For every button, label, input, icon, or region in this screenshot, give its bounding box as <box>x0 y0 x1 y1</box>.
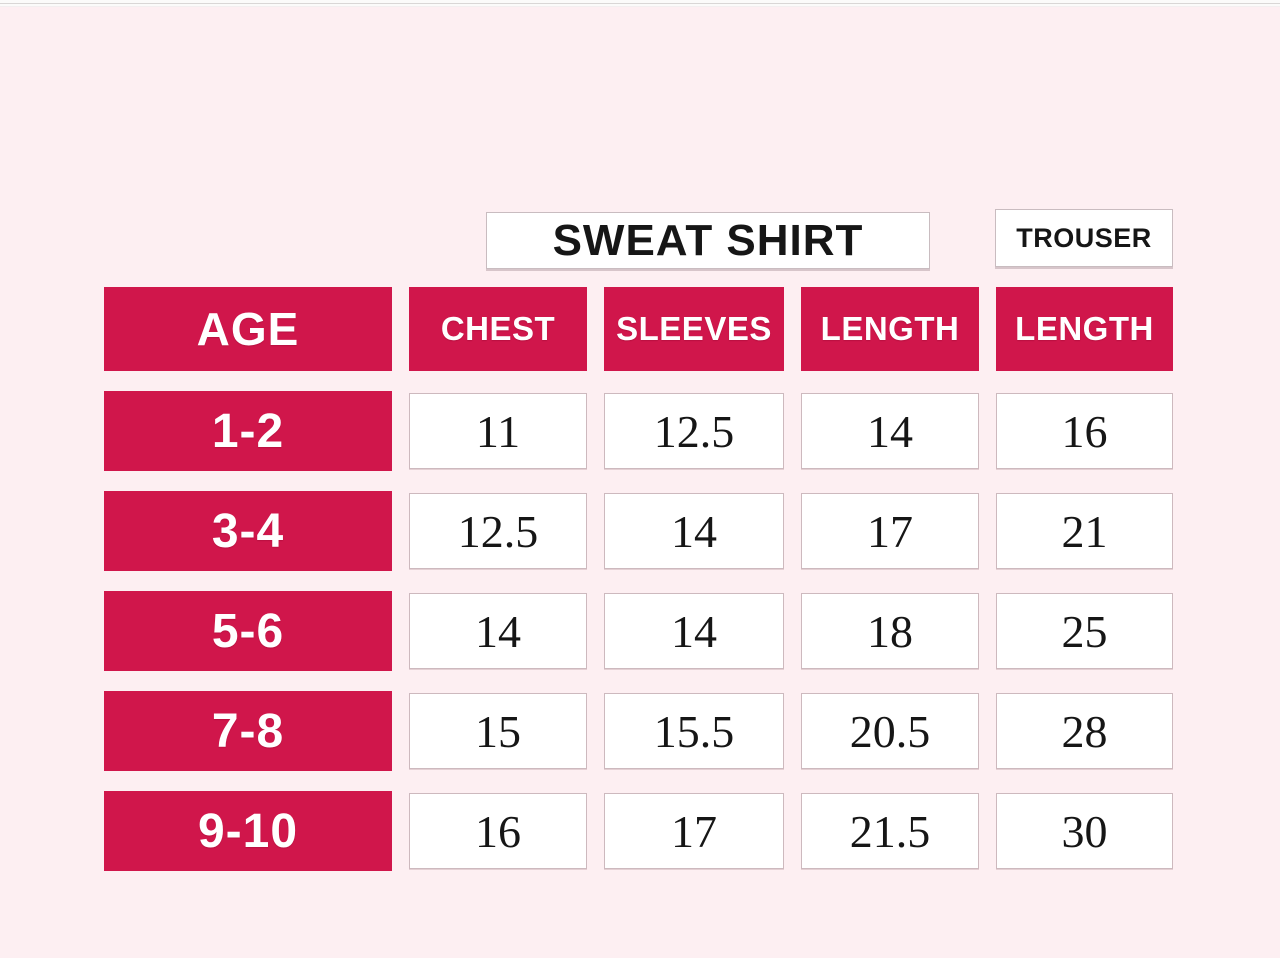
chest-cell-5-6: 14 <box>409 593 587 669</box>
column-header-sleeves: SLEEVES <box>604 287 784 371</box>
sleeves-cell-1-2: 12.5 <box>604 393 784 469</box>
sweatshirt-group-label: SWEAT SHIRT <box>552 215 864 265</box>
chest-cell-1-2: 11 <box>409 393 587 469</box>
column-header-trouser-length: LENGTH <box>996 287 1173 371</box>
sleeves-cell-5-6: 14 <box>604 593 784 669</box>
age-cell-5-6: 5-6 <box>104 591 392 671</box>
column-header-age: AGE <box>104 287 392 371</box>
length-cell-1-2: 14 <box>801 393 979 469</box>
trouser-cell-3-4: 21 <box>996 493 1173 569</box>
trouser-cell-5-6: 25 <box>996 593 1173 669</box>
sleeves-cell-7-8: 15.5 <box>604 693 784 769</box>
length-cell-3-4: 17 <box>801 493 979 569</box>
column-header-length: LENGTH <box>801 287 979 371</box>
column-header-chest: CHEST <box>409 287 587 371</box>
top-edge-hairline <box>0 3 1280 4</box>
trouser-group-label: TROUSER <box>1016 222 1152 253</box>
size-table: AGE CHEST SLEEVES LENGTH LENGTH 1-2 11 1… <box>104 287 1173 871</box>
chest-cell-3-4: 12.5 <box>409 493 587 569</box>
trouser-cell-1-2: 16 <box>996 393 1173 469</box>
length-cell-7-8: 20.5 <box>801 693 979 769</box>
chest-cell-7-8: 15 <box>409 693 587 769</box>
age-cell-7-8: 7-8 <box>104 691 392 771</box>
length-cell-9-10: 21.5 <box>801 793 979 869</box>
sleeves-cell-9-10: 17 <box>604 793 784 869</box>
age-cell-3-4: 3-4 <box>104 491 392 571</box>
age-cell-9-10: 9-10 <box>104 791 392 871</box>
age-cell-1-2: 1-2 <box>104 391 392 471</box>
length-cell-5-6: 18 <box>801 593 979 669</box>
trouser-cell-7-8: 28 <box>996 693 1173 769</box>
trouser-group-header: TROUSER <box>995 209 1173 267</box>
chest-cell-9-10: 16 <box>409 793 587 869</box>
trouser-cell-9-10: 30 <box>996 793 1173 869</box>
sleeves-cell-3-4: 14 <box>604 493 784 569</box>
sweatshirt-group-header: SWEAT SHIRT <box>486 212 930 269</box>
